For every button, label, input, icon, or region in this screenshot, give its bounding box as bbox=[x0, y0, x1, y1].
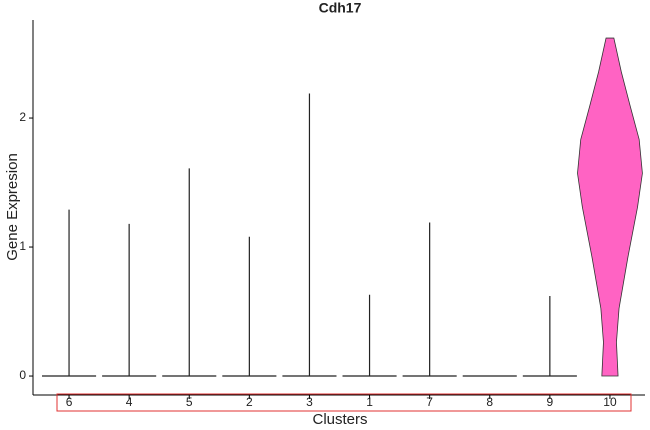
violin bbox=[42, 209, 97, 377]
violin bbox=[222, 236, 277, 377]
chart-title: Cdh17 bbox=[319, 0, 362, 16]
x-tick-label: 9 bbox=[547, 395, 554, 409]
violin bbox=[402, 222, 457, 377]
x-axis-label: Clusters bbox=[312, 411, 367, 428]
x-tick-label: 10 bbox=[603, 395, 617, 409]
highlight-box bbox=[56, 393, 632, 412]
y-tick-label: 1 bbox=[19, 239, 26, 253]
x-tick-label: 8 bbox=[486, 395, 493, 409]
violin bbox=[522, 296, 577, 377]
y-tick-label: 2 bbox=[19, 110, 26, 124]
violin bbox=[282, 93, 337, 377]
violin bbox=[102, 223, 157, 377]
x-tick-label: 5 bbox=[186, 395, 193, 409]
y-tick-label: 0 bbox=[19, 368, 26, 382]
x-tick-label: 1 bbox=[366, 395, 373, 409]
x-tick-label: 3 bbox=[306, 395, 313, 409]
y-axis-label: Gene Expresion bbox=[4, 153, 21, 261]
x-tick-label: 2 bbox=[246, 395, 253, 409]
x-tick-label: 4 bbox=[126, 395, 133, 409]
x-tick-label: 6 bbox=[66, 395, 73, 409]
x-tick-label: 7 bbox=[426, 395, 433, 409]
violin bbox=[577, 37, 643, 377]
violin bbox=[342, 294, 397, 377]
violin bbox=[162, 168, 217, 377]
